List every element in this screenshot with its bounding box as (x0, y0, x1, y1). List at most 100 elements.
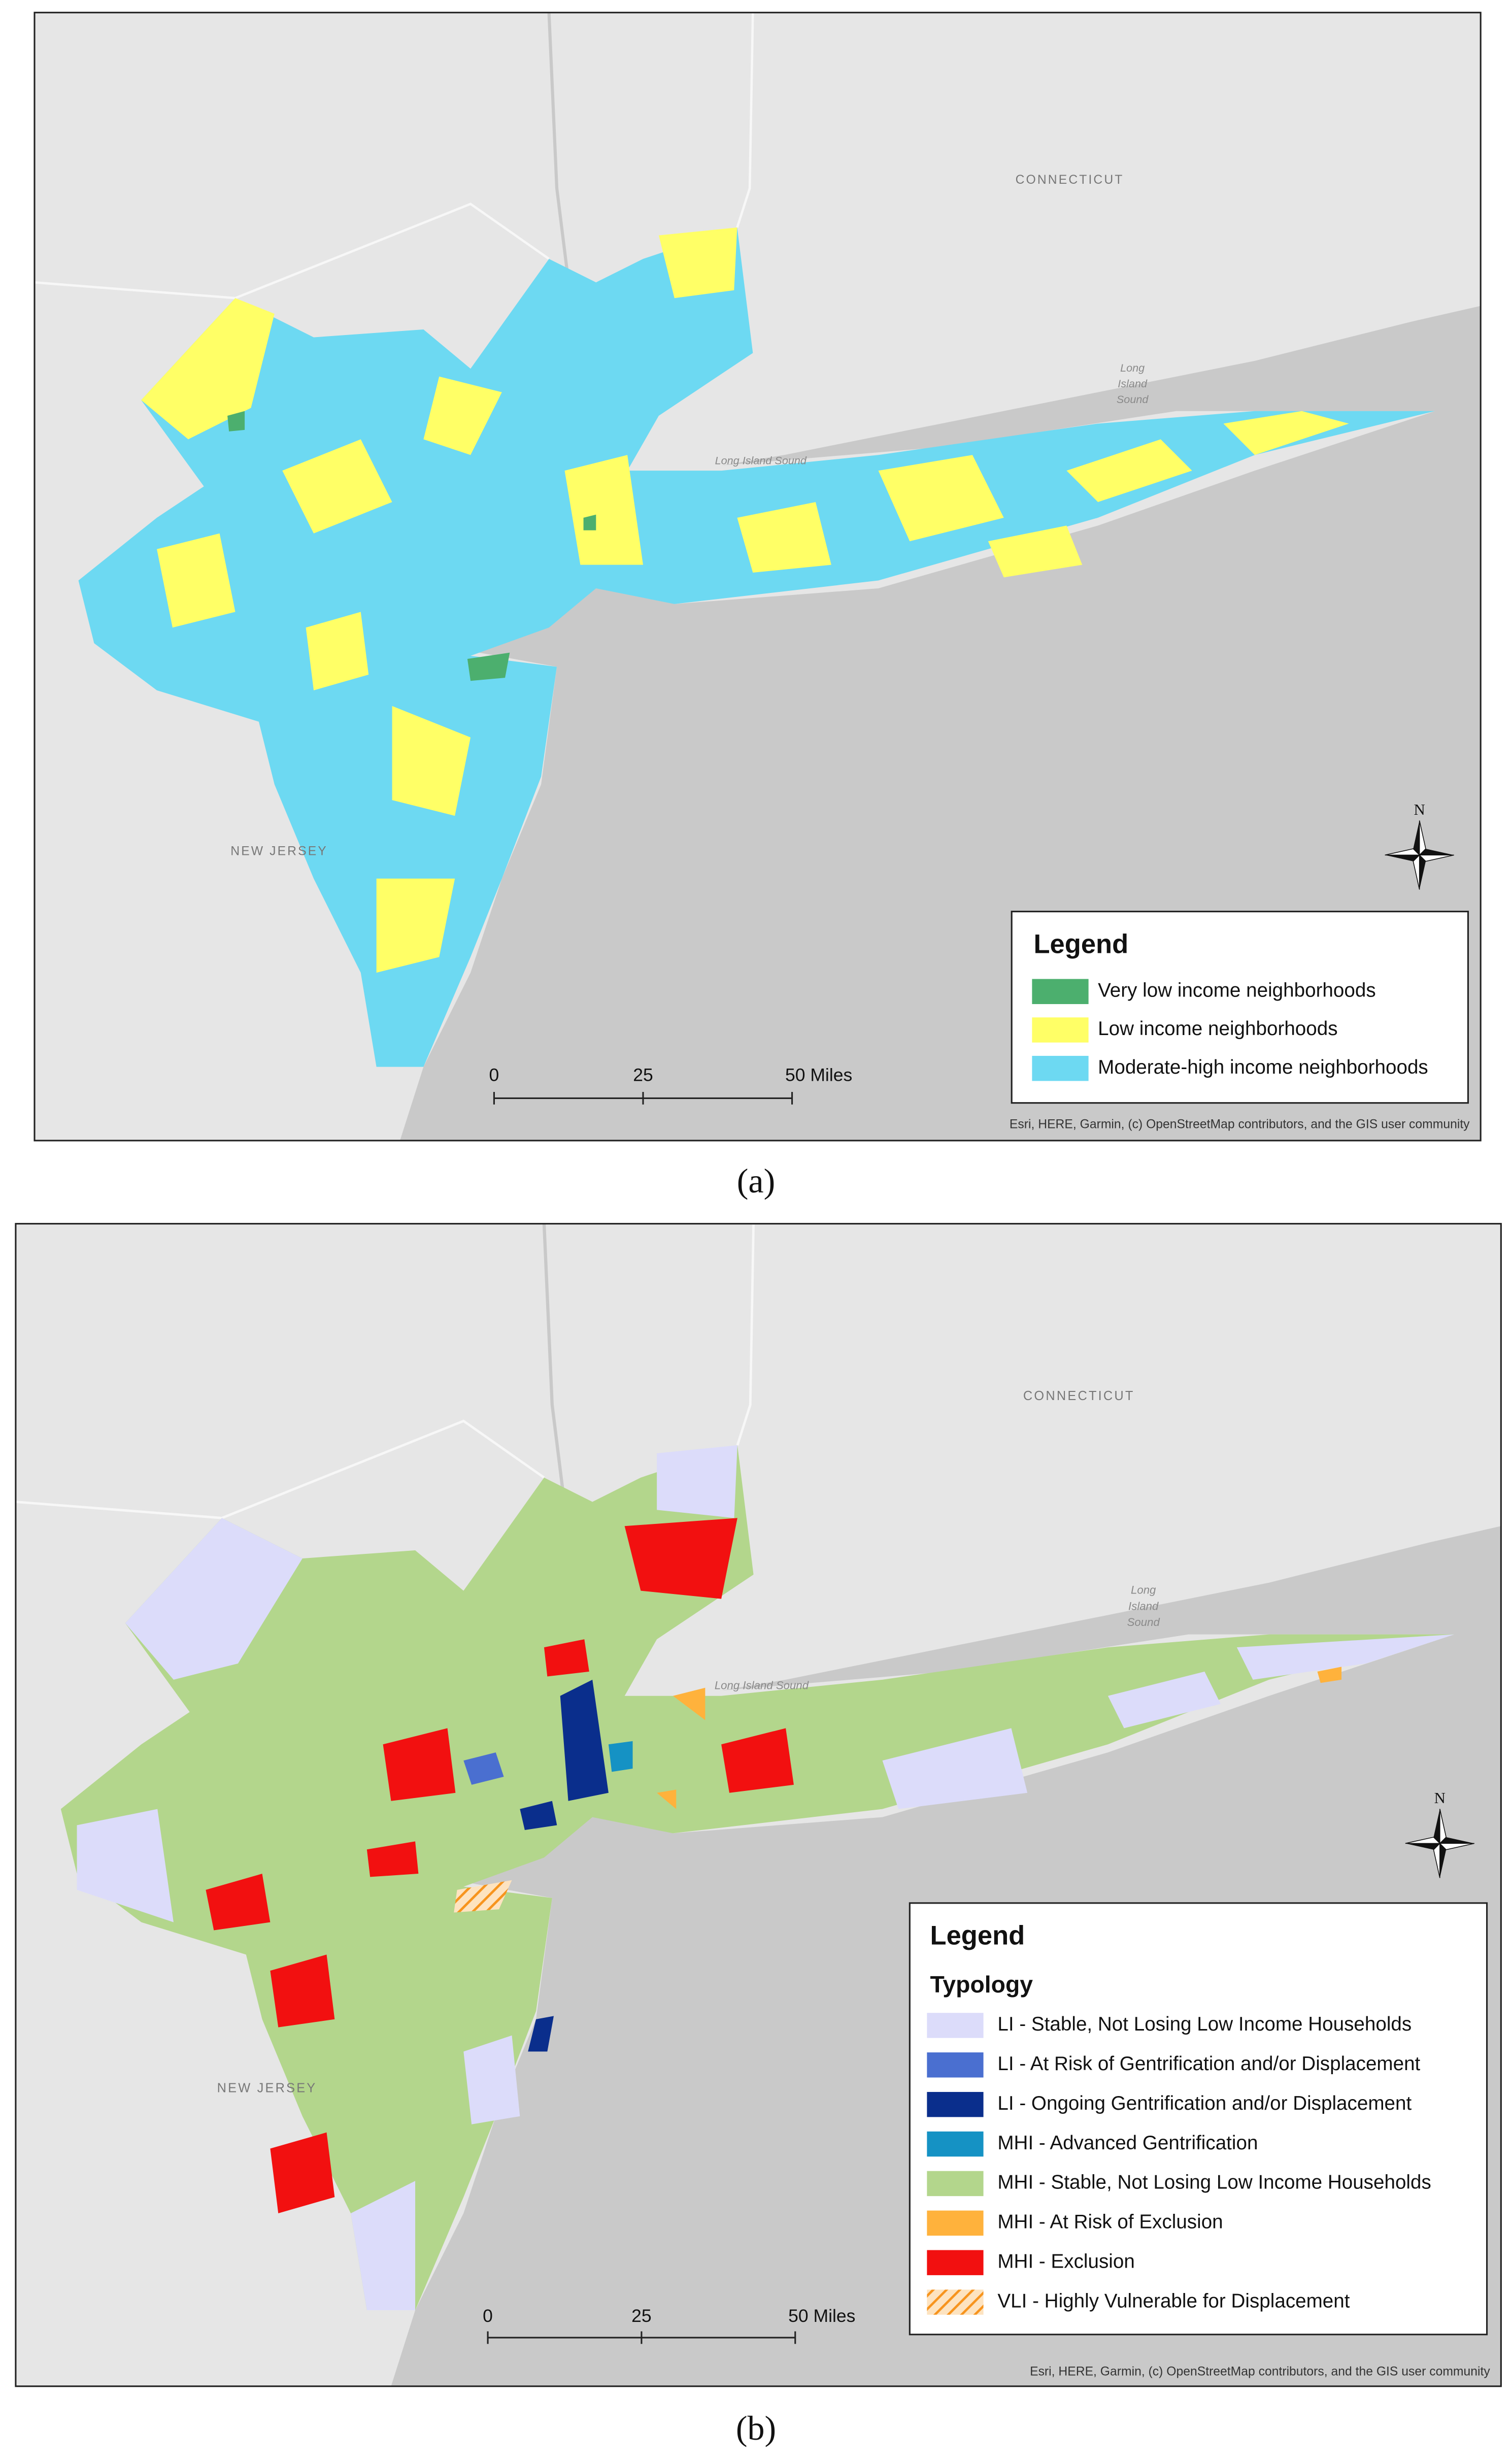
tract-patch (383, 1728, 456, 1801)
frame (33, 12, 1482, 1142)
legend-label: LI - Ongoing Gentrification and/or Displ… (997, 2092, 1412, 2114)
legend-label: Moderate-high income neighborhoods (1098, 1056, 1428, 1078)
tract-patch (270, 2132, 335, 2213)
north-arrow-light (1385, 820, 1454, 890)
legend-label: LI - Stable, Not Losing Low Income House… (997, 2013, 1412, 2035)
tract-patch (454, 1880, 512, 1913)
scale-label: 25 (631, 2306, 652, 2326)
tract-patch (673, 1687, 705, 1720)
place-label: NEW JERSEY (217, 2081, 317, 2095)
tract-patch (376, 878, 455, 973)
tract-patch (737, 502, 831, 573)
tract-patch (878, 455, 1004, 542)
north-arrow-light (1405, 1809, 1475, 1878)
scale-label: 25 (633, 1065, 653, 1085)
tract-patch (520, 1801, 557, 1831)
tract-patch (988, 525, 1083, 578)
tract-patch (1223, 411, 1349, 455)
scale-label: 50 Miles (788, 2306, 855, 2326)
place-label: Long Island Sound (715, 454, 807, 467)
legend-swatch (927, 2250, 984, 2275)
legend-label: MHI - At Risk of Exclusion (997, 2211, 1223, 2233)
tract-patch (366, 1841, 419, 1877)
legend-label: MHI - Stable, Not Losing Low Income Hous… (997, 2172, 1431, 2193)
legend-swatch (927, 2210, 984, 2236)
tract-patch (882, 1728, 1028, 1809)
place-label: CONNECTICUT (1023, 1389, 1135, 1403)
legend-label: LI - At Risk of Gentrification and/or Di… (997, 2053, 1420, 2075)
tract-patch (560, 1679, 609, 1801)
state-border (736, 1223, 755, 1446)
state-border (736, 12, 754, 228)
tract-patch (77, 1809, 174, 1922)
tract-patch (206, 1874, 271, 1931)
tract-patch (351, 2181, 416, 2311)
legend-title: Legend (1033, 929, 1128, 959)
tract-patch (658, 227, 737, 298)
legend-swatch (927, 2013, 984, 2038)
tract-patch (306, 612, 369, 690)
place-label: Long (1131, 1584, 1156, 1597)
tract-patch (467, 652, 510, 681)
region (78, 227, 1435, 1067)
north-label: N (1414, 801, 1425, 818)
place-label: Sound (1117, 393, 1149, 406)
legend-swatch (927, 2052, 984, 2078)
legend-label: VLI - Highly Vulnerable for Displacement (997, 2290, 1350, 2312)
legend-title: Legend (930, 1921, 1025, 1951)
place-label: Sound (1127, 1616, 1160, 1628)
place-label: CONNECTICUT (1016, 173, 1124, 187)
tract-patch (624, 1518, 737, 1599)
attribution: Esri, HERE, Garmin, (c) OpenStreetMap co… (1010, 1117, 1470, 1131)
place-label: Long (1120, 361, 1145, 374)
tract-patch (528, 2016, 554, 2052)
region (60, 1445, 1455, 2311)
legend-label: Very low income neighborhoods (1098, 979, 1376, 1001)
legend-label: MHI - Exclusion (997, 2250, 1134, 2272)
state-border (15, 1419, 545, 1519)
legend-swatch (1032, 979, 1089, 1004)
tract-patch (157, 533, 236, 628)
tract-patch (657, 1445, 737, 1518)
attribution: Esri, HERE, Garmin, (c) OpenStreetMap co… (1030, 2365, 1490, 2378)
tract-patch (270, 1954, 335, 2027)
tract-patch (721, 1728, 794, 1793)
legend-swatch (1032, 1017, 1089, 1043)
tract-patch (463, 2035, 520, 2124)
legend-swatch (927, 2131, 984, 2157)
legend-swatch (927, 2289, 984, 2315)
tract-patch (544, 1639, 589, 1677)
place-label: Long Island Sound (715, 1679, 809, 1691)
legend-box (909, 1902, 1488, 2336)
legend-label: MHI - Advanced Gentrification (997, 2132, 1258, 2154)
tract-patch (392, 706, 471, 816)
tract-patch (564, 455, 644, 565)
legend-subtitle: Typology (930, 1971, 1033, 1998)
panel-label: (a) (737, 1161, 775, 1200)
tract-patch (583, 514, 596, 530)
north-label: N (1434, 1789, 1446, 1807)
frame (15, 1223, 1502, 2387)
tract-patch (463, 1752, 504, 1785)
scale-label: 50 Miles (785, 1065, 852, 1085)
tract-patch (1107, 1671, 1221, 1728)
tract-patch (282, 439, 392, 534)
tract-patch (1066, 439, 1192, 502)
legend-swatch (927, 2171, 984, 2197)
legend-swatch (927, 2091, 984, 2117)
tract-patch (141, 298, 275, 440)
tract-patch (423, 376, 502, 455)
scale-label: 0 (489, 1065, 499, 1085)
place-label: Island (1118, 377, 1148, 390)
tract-patch (608, 1741, 633, 1772)
state-border (34, 203, 550, 300)
panel-label: (b) (736, 2409, 776, 2447)
place-label: NEW JERSEY (230, 845, 328, 858)
tract-patch (657, 1789, 677, 1809)
tract-patch (1317, 1667, 1342, 1683)
place-label: Island (1128, 1600, 1159, 1612)
scale-label: 0 (483, 2306, 493, 2326)
legend-swatch (1032, 1055, 1089, 1081)
